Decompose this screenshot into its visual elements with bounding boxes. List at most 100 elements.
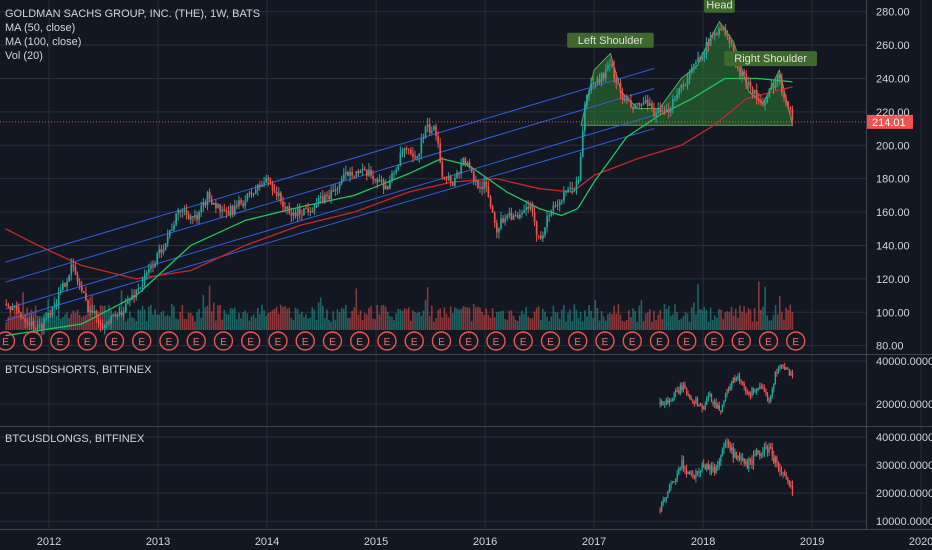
candle-body	[133, 295, 136, 298]
earnings-marker	[568, 331, 588, 351]
candle-body	[420, 139, 423, 154]
candle-body	[760, 454, 763, 456]
candle-body	[728, 441, 730, 445]
candle-body	[619, 83, 622, 94]
earnings-marker	[213, 331, 234, 351]
volume-bar	[544, 311, 546, 330]
volume-bar	[709, 307, 712, 330]
candle-body	[724, 393, 727, 402]
candle-body	[710, 465, 713, 472]
pane2-title[interactable]: BTCUSDSHORTS, BITFINEX	[5, 364, 152, 376]
volume-bar	[672, 314, 674, 330]
candle-body	[720, 455, 722, 462]
candle-body	[575, 180, 578, 190]
volume-bar	[472, 304, 475, 330]
volume-bar	[269, 311, 272, 330]
candle-body	[577, 180, 580, 182]
volume-bar	[328, 319, 330, 330]
symbol-title[interactable]: GOLDMAN SACHS GROUP, INC. (THE), 1W, BAT…	[5, 8, 261, 20]
volume-bar	[464, 306, 467, 330]
candle-body	[32, 320, 35, 329]
volume-bar	[604, 320, 607, 330]
candle-body	[332, 190, 335, 192]
candle-body	[688, 72, 691, 79]
candle-body	[529, 203, 532, 209]
candle-body	[410, 149, 412, 154]
volume-bar	[374, 319, 376, 330]
candle-body	[181, 210, 184, 212]
candle-body	[579, 156, 582, 181]
volume-bar	[495, 312, 498, 330]
candle-body	[707, 396, 710, 398]
candle-body	[531, 203, 534, 213]
volume-bar	[282, 306, 284, 330]
candle-body	[752, 388, 755, 393]
volume-bar	[634, 310, 636, 330]
volume-bar	[370, 305, 372, 330]
candle-body	[743, 458, 745, 464]
volume-bar	[770, 320, 773, 330]
price-candles	[5, 23, 794, 336]
candle-body	[676, 390, 678, 392]
volume-bar	[206, 305, 209, 330]
candle-body	[675, 390, 677, 394]
candle-body	[83, 291, 85, 293]
volume-bar	[584, 310, 586, 330]
candle-body	[713, 402, 716, 404]
volume-bar	[449, 306, 452, 330]
volume-bar	[208, 285, 211, 330]
indicator-ma100[interactable]: MA (100, close)	[5, 36, 82, 48]
candle-body	[542, 235, 544, 239]
volume-bar	[257, 308, 259, 330]
candle-body	[76, 274, 79, 282]
price-tick-label: 180.00	[876, 174, 910, 186]
candle-body	[460, 164, 463, 174]
candle-body	[669, 108, 672, 113]
volume-bar	[389, 316, 391, 330]
earnings-marker	[241, 331, 261, 351]
candle-body	[695, 398, 697, 404]
candle-body	[791, 109, 794, 120]
volume-bar	[248, 320, 251, 330]
earnings-marker-label: E	[247, 337, 254, 348]
indicator-volume[interactable]: Vol (20)	[5, 50, 43, 62]
candle-body	[742, 458, 744, 461]
candle-body	[705, 41, 708, 55]
candle-body	[684, 384, 686, 389]
volume-bar	[72, 310, 75, 330]
volume-bar	[219, 304, 221, 330]
candle-body	[713, 33, 716, 36]
candle-body	[726, 34, 729, 36]
candle-body	[223, 209, 226, 211]
head-label-bg	[704, 0, 735, 13]
volume-bar	[286, 308, 288, 330]
earnings-marker	[132, 331, 152, 351]
volume-bar	[590, 310, 592, 330]
volume-bar	[288, 307, 291, 330]
indicator-ma50[interactable]: MA (50, close)	[5, 22, 76, 34]
candle-body	[743, 383, 745, 387]
volume-bar	[428, 316, 431, 330]
candle-body	[732, 44, 735, 58]
volume-bar	[621, 321, 624, 330]
candle-body	[791, 485, 794, 495]
volume-bar	[64, 314, 66, 330]
earnings-marker	[377, 331, 397, 351]
volume-bar	[554, 312, 557, 330]
candle-body	[752, 454, 755, 465]
pane3-title[interactable]: BTCUSDLONGS, BITFINEX	[5, 433, 145, 445]
candle-body	[667, 399, 669, 404]
price-tick-label: 200.00	[876, 140, 910, 152]
volume-bar	[168, 316, 171, 330]
candle-body	[758, 98, 760, 100]
volume-bar	[460, 309, 462, 330]
candle-body	[493, 212, 496, 223]
earnings-marker	[649, 331, 670, 351]
earnings-marker	[731, 331, 751, 351]
volume-bar	[724, 312, 727, 330]
earnings-marker	[786, 331, 806, 351]
candle-body	[724, 443, 727, 445]
candle-body	[147, 268, 150, 273]
volume-bar	[414, 312, 416, 330]
